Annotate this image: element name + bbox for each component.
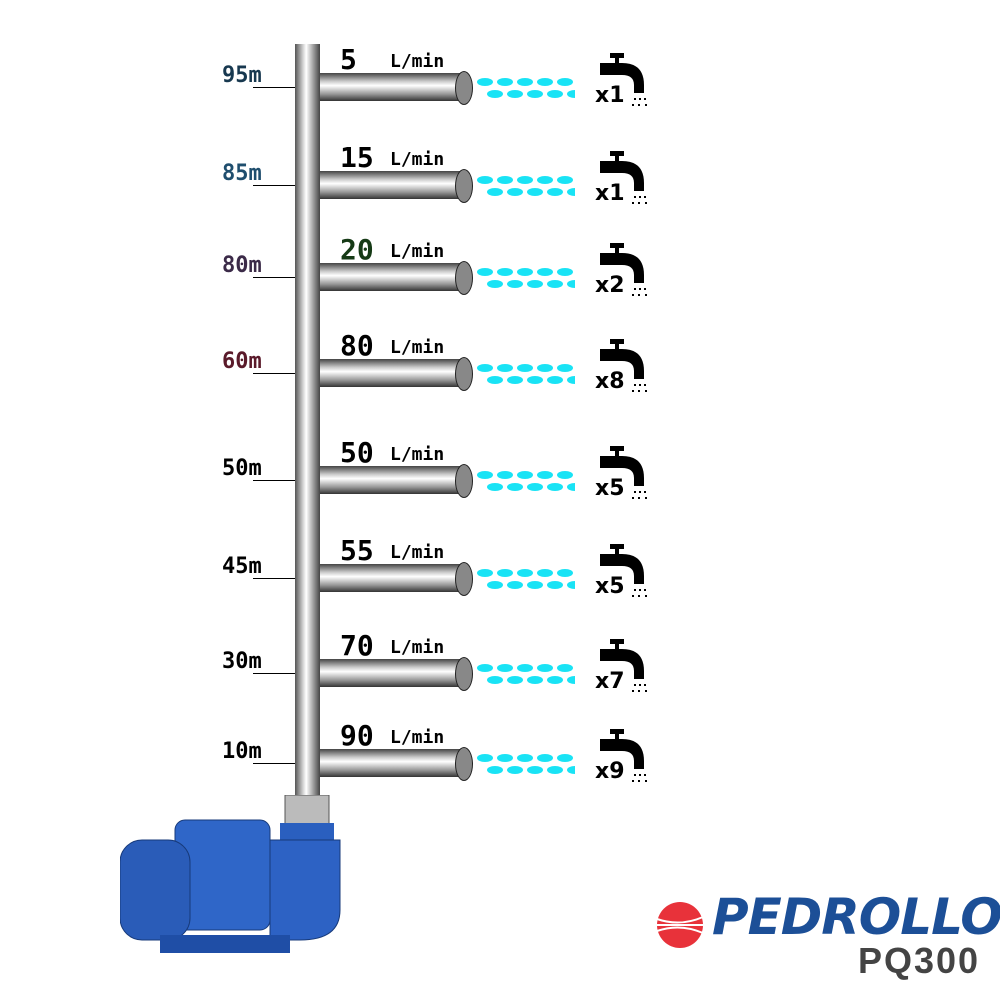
flow-unit: L/min [390,444,445,465]
height-label: 10m [222,739,262,764]
faucet-icon [600,544,647,597]
flow-value: 70 [340,629,374,662]
model-name: PQ300 [858,940,981,981]
flow-value: 20 [340,233,374,266]
flow-value: 90 [340,719,374,752]
height-tick [253,673,295,674]
pipe-row: 85m 15 L/min x1 [0,141,1000,245]
branch-pipe [320,359,460,387]
height-tick [253,480,295,481]
height-label: 50m [222,456,262,481]
pipe-outlet [455,657,473,691]
branch-pipe [320,466,460,494]
height-label: 30m [222,649,262,674]
height-tick [253,87,295,88]
pipe-row: 45m 55 L/min x5 [0,534,1000,638]
height-label: 80m [222,253,262,278]
water-drops-icon [477,176,575,196]
pipe-row: 80m 20 L/min x2 [0,233,1000,337]
height-label: 95m [222,63,262,88]
branch-pipe [320,659,460,687]
pipe-row: 95m 5 L/min x1 [0,43,1000,147]
height-label: 85m [222,161,262,186]
water-drops-icon [477,664,575,684]
height-label: 60m [222,349,262,374]
water-drops-icon [477,569,575,589]
flow-unit: L/min [390,149,445,170]
height-tick [253,185,295,186]
water-drops-icon [477,78,575,98]
branch-pipe [320,263,460,291]
pipe-row: 10m 90 L/min x9 [0,719,1000,823]
water-drops-icon [477,471,575,491]
flow-unit: L/min [390,241,445,262]
tap-count: x5 [595,574,625,599]
pipe-outlet [455,261,473,295]
pipe-row: 60m 80 L/min x8 [0,329,1000,433]
flow-value: 5 [340,43,357,76]
faucet-icon [600,339,647,392]
flow-value: 15 [340,141,374,174]
tap-count: x2 [595,273,625,298]
flow-value: 50 [340,436,374,469]
branch-pipe [320,749,460,777]
faucet-icon [600,639,647,692]
flow-unit: L/min [390,337,445,358]
height-tick [253,578,295,579]
height-tick [253,373,295,374]
height-tick [253,277,295,278]
branch-pipe [320,171,460,199]
faucet-icon [600,243,647,296]
faucet-icon [600,446,647,499]
height-tick [253,763,295,764]
pipe-row: 50m 50 L/min x5 [0,436,1000,540]
tap-count: x8 [595,369,625,394]
branch-pipe [320,73,460,101]
pipe-outlet [455,357,473,391]
tap-count: x5 [595,476,625,501]
pipe-outlet [455,464,473,498]
flow-unit: L/min [390,51,445,72]
faucet-icon [600,729,647,782]
vertical-pipe [295,44,320,804]
pipe-outlet [455,562,473,596]
pipe-outlet [455,169,473,203]
flow-value: 80 [340,329,374,362]
pipe-outlet [455,71,473,105]
flow-unit: L/min [390,542,445,563]
water-drops-icon [477,268,575,288]
tap-count: x1 [595,181,625,206]
tap-count: x1 [595,83,625,108]
pump-icon [120,795,341,953]
water-drops-icon [477,754,575,774]
tap-count: x9 [595,759,625,784]
pipe-row: 30m 70 L/min x7 [0,629,1000,733]
flow-value: 55 [340,534,374,567]
flow-unit: L/min [390,727,445,748]
pipe-outlet [455,747,473,781]
branch-pipe [320,564,460,592]
pedrollo-logo-mark [656,902,704,948]
height-label: 45m [222,554,262,579]
water-drops-icon [477,364,575,384]
faucet-icon [600,151,647,204]
faucet-icon [600,53,647,106]
flow-unit: L/min [390,637,445,658]
tap-count: x7 [595,669,625,694]
brand-logo: PEDROLLO [712,888,1000,946]
